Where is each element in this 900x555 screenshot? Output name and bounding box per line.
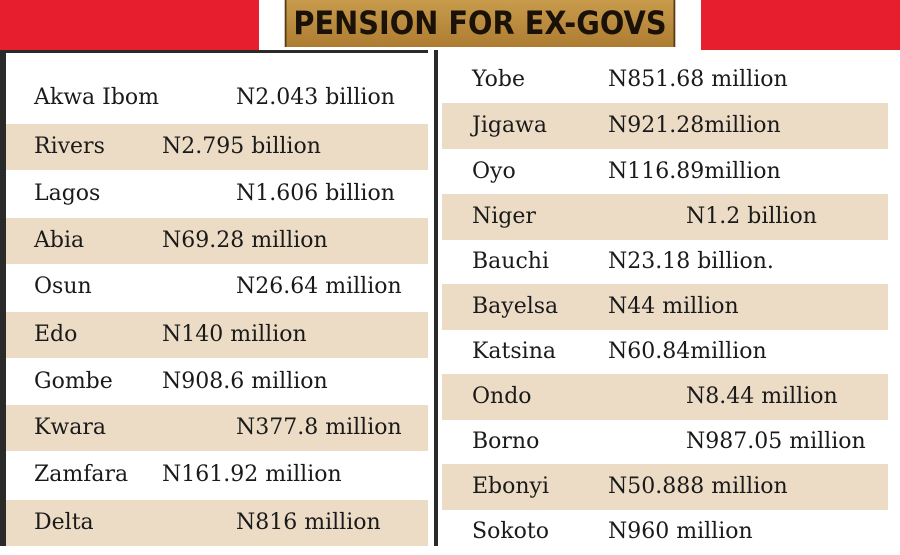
state-name: Oyo: [472, 159, 516, 184]
pension-amount: N60.84million: [608, 339, 767, 364]
table-row: Niger N1.2 billion: [442, 194, 888, 240]
table-row: Borno N987.05 million: [442, 419, 888, 465]
state-name: Sokoto: [472, 519, 549, 544]
state-name: Edo: [34, 322, 78, 347]
pension-amount: N2.795 billion: [162, 134, 321, 159]
table-row: Jigawa N921.28million: [442, 103, 888, 149]
state-name: Delta: [34, 510, 94, 535]
table-row: Gombe N908.6 million: [6, 359, 428, 405]
pension-amount: N44 million: [608, 294, 739, 319]
state-name: Ebonyi: [472, 474, 550, 499]
table-row: Bayelsa N44 million: [442, 284, 888, 330]
table-row: Kwara N377.8 million: [6, 405, 428, 451]
table-row: Katsina N60.84million: [442, 329, 888, 375]
table-row: Sokoto N960 million: [442, 509, 888, 555]
pension-amount: N26.64 million: [236, 274, 402, 299]
header-label-box: PENSION FOR EX-GOVS: [259, 0, 701, 50]
page-title: PENSION FOR EX-GOVS: [284, 0, 676, 47]
state-name: Kwara: [34, 415, 107, 440]
state-name: Bayelsa: [472, 294, 559, 319]
table-row: Lagos N1.606 billion: [6, 171, 428, 217]
pension-amount: N908.6 million: [162, 369, 328, 394]
state-name: Ondo: [472, 384, 532, 409]
table-row: Edo N140 million: [6, 312, 428, 358]
pension-amount: N377.8 million: [236, 415, 402, 440]
state-name: Gombe: [34, 369, 113, 394]
pension-amount: N960 million: [608, 519, 753, 544]
table-row: Delta N816 million: [6, 500, 428, 546]
table-row: Akwa Ibom N2.043 billion: [6, 75, 428, 121]
state-name: Jigawa: [472, 113, 548, 138]
table-row: Oyo N116.89million: [442, 149, 888, 195]
pension-amount: N1.2 billion: [686, 204, 817, 229]
table-row: Abia N69.28 million: [6, 218, 428, 264]
state-name: Akwa Ibom: [34, 85, 160, 110]
pension-amount: N987.05 million: [686, 429, 866, 454]
pension-amount: N8.44 million: [686, 384, 838, 409]
state-name: Borno: [472, 429, 540, 454]
table-row: Zamfara N161.92 million: [6, 452, 428, 498]
table-row: Rivers N2.795 billion: [6, 124, 428, 170]
table-row: Yobe N851.68 million: [442, 57, 888, 103]
table-row: Osun N26.64 million: [6, 264, 428, 310]
pension-amount: N116.89million: [608, 159, 781, 184]
pension-amount: N50.888 million: [608, 474, 788, 499]
state-name: Zamfara: [34, 462, 129, 487]
state-name: Yobe: [472, 67, 525, 92]
table-row: Ebonyi N50.888 million: [442, 464, 888, 510]
table-row: Ondo N8.44 million: [442, 374, 888, 420]
pension-amount: N1.606 billion: [236, 181, 395, 206]
state-name: Osun: [34, 274, 92, 299]
pension-amount: N140 million: [162, 322, 307, 347]
pension-amount: N816 million: [236, 510, 381, 535]
state-name: Bauchi: [472, 249, 549, 274]
pension-amount: N921.28million: [608, 113, 781, 138]
pension-amount: N161.92 million: [162, 462, 342, 487]
column-divider: [428, 50, 434, 546]
state-name: Niger: [472, 204, 536, 229]
pension-amount: N23.18 billion.: [608, 249, 774, 274]
pension-amount: N851.68 million: [608, 67, 788, 92]
pension-amount: N2.043 billion: [236, 85, 395, 110]
table-row: Bauchi N23.18 billion.: [442, 239, 888, 285]
state-name: Rivers: [34, 134, 105, 159]
pension-amount: N69.28 million: [162, 228, 328, 253]
state-name: Abia: [34, 228, 85, 253]
state-name: Lagos: [34, 181, 101, 206]
state-name: Katsina: [472, 339, 557, 364]
